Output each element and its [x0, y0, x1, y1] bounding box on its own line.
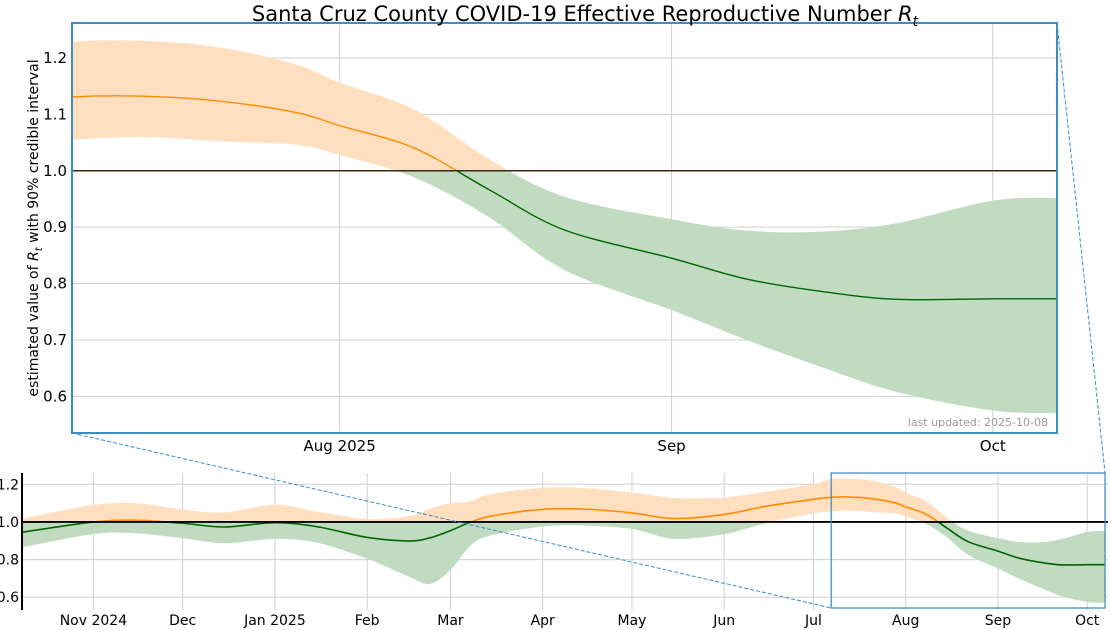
median-rt-line-below [22, 521, 1106, 566]
y-tick-label: 0.8 [0, 553, 19, 569]
median-rt-line-above [86, 496, 940, 522]
credible-interval-band-above [72, 40, 509, 171]
zoom-connectors [71, 22, 1106, 609]
y-tick-label: 1.0 [43, 162, 67, 180]
y-tick-label: 0.8 [43, 275, 67, 293]
x-tick-label: May [617, 613, 646, 629]
chart-title: Santa Cruz County COVID-19 Effective Rep… [252, 2, 919, 30]
x-tick-label: Jun [712, 613, 735, 629]
zoom-connector-left [71, 432, 832, 609]
median-rt-line-above [72, 95, 459, 171]
credible-interval-band-below [396, 170, 1057, 414]
y-tick-label: 0.9 [43, 218, 67, 236]
last-updated-annotation: last updated: 2025-10-08 [908, 416, 1048, 429]
y-tick-label: 0.6 [43, 387, 67, 405]
x-tick-label: Feb [355, 613, 380, 629]
y-tick-label: 0.6 [0, 590, 19, 606]
x-tick-label: Nov 2024 [60, 613, 127, 629]
x-tick-label: Dec [169, 613, 196, 629]
median-rt-line-below [455, 170, 1057, 301]
x-tick-label: Oct [980, 437, 1006, 455]
plot-area [72, 40, 1057, 414]
y-tick-label: 1.2 [43, 49, 67, 67]
main-panel: 0.6 0.7 0.8 0.9 1.0 1.1 1.2 Aug 2025 Sep Oct [43, 22, 1058, 455]
y-tick-label: 1.1 [43, 105, 67, 123]
main-panel-frame [71, 22, 1058, 434]
x-tick-label: Apr [531, 613, 555, 629]
y-tick-label: 1.0 [0, 515, 19, 531]
x-tick-label: Jul [804, 613, 822, 629]
y-tick-label: 1.2 [0, 477, 19, 493]
region-below-threshold [22, 521, 1106, 603]
x-tick-label: Aug 2025 [304, 437, 376, 455]
plot-area [22, 478, 1106, 603]
y-tick-label: 0.7 [43, 331, 67, 349]
overview-panel: 0.6 0.8 1.0 1.2 Nov 2024 Dec Jan 2025 Feb Mar Apr… [0, 472, 1108, 629]
credible-interval-band-above [22, 478, 953, 522]
credible-interval-band-below [22, 521, 1106, 603]
region-above-threshold [22, 478, 953, 522]
x-tick-label: Jan 2025 [243, 613, 306, 629]
x-tick-label: Oct [1075, 613, 1100, 629]
x-tick-label: Mar [437, 613, 464, 629]
zoom-connector-right [1056, 22, 1106, 474]
x-tick-label: Sep [657, 437, 685, 455]
zoom-region-box [830, 472, 1106, 609]
region-above-threshold [72, 40, 509, 171]
x-tick-label: Sep [985, 613, 1012, 629]
y-axis-label: estimated value of Rt with 90% credible … [26, 59, 45, 396]
x-tick-label: Aug [892, 613, 919, 629]
region-below-threshold [396, 170, 1057, 414]
